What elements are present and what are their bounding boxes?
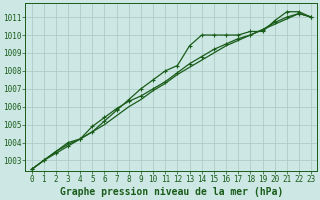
X-axis label: Graphe pression niveau de la mer (hPa): Graphe pression niveau de la mer (hPa) (60, 187, 283, 197)
